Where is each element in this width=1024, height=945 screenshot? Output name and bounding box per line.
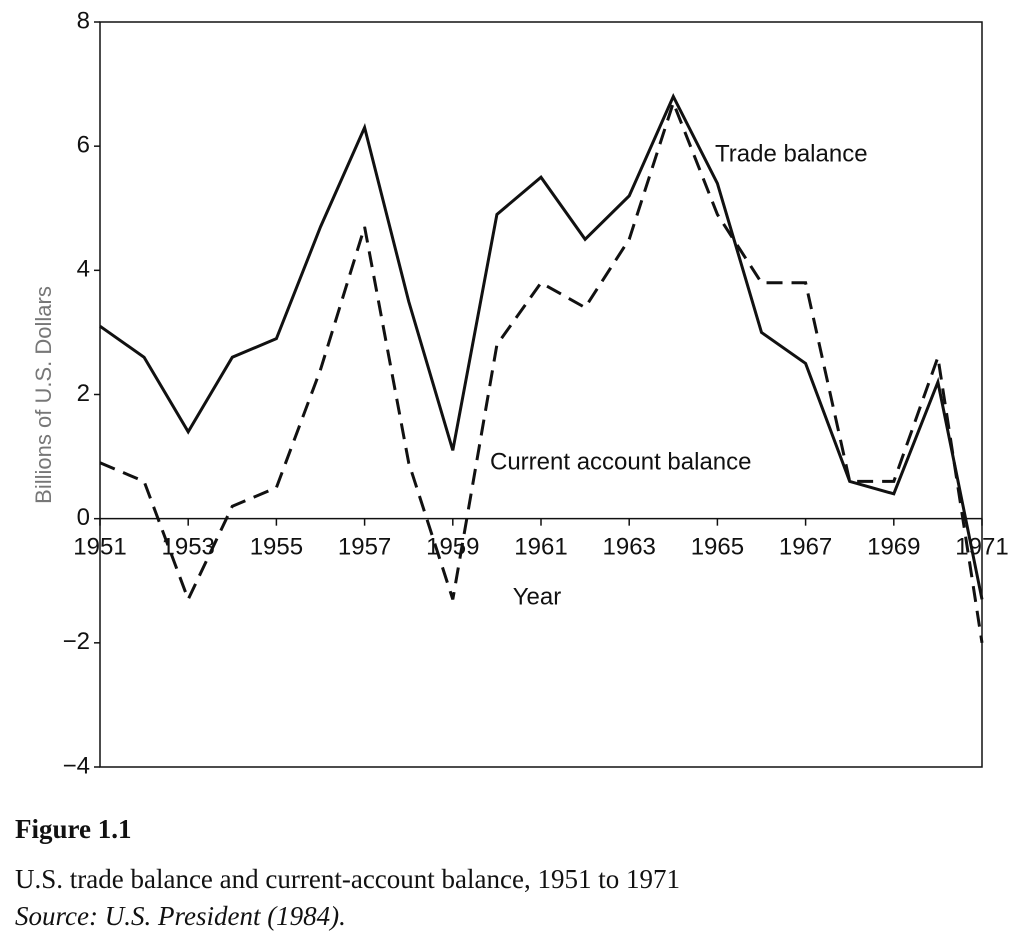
series-line <box>99 98 984 644</box>
x-tick-label: 1951 <box>73 534 126 561</box>
y-tick-label: 2 <box>77 380 90 407</box>
figure-number: Figure 1.1 <box>15 814 132 844</box>
x-tick-label: 1959 <box>426 534 479 561</box>
x-tick-label: 1953 <box>162 534 215 561</box>
x-tick-label: 1967 <box>779 534 832 561</box>
x-tick-label: 1957 <box>338 534 391 561</box>
y-tick-label: 4 <box>77 256 90 283</box>
series-line <box>99 93 984 600</box>
y-tick-label: 8 <box>77 7 90 34</box>
plot-frame <box>99 21 983 768</box>
y-tick-label: −4 <box>63 752 90 779</box>
y-axis-label: Billions of U.S. Dollars <box>31 286 56 504</box>
series-label: Current account balance <box>490 448 752 475</box>
x-axis-label: Year <box>513 583 562 610</box>
x-tick-label: 1971 <box>955 534 1008 561</box>
y-tick-label: 6 <box>77 132 90 159</box>
y-tick-label: 0 <box>77 504 90 531</box>
x-tick-label: 1965 <box>691 534 744 561</box>
x-tick-label: 1955 <box>250 534 303 561</box>
source: Source: U.S. President (1984). <box>15 901 346 931</box>
x-tick-label: 1969 <box>867 534 920 561</box>
y-tick-label: −2 <box>63 628 90 655</box>
x-tick-label: 1963 <box>603 534 656 561</box>
series-label: Trade balance <box>715 140 868 167</box>
x-tick-label: 1961 <box>514 534 567 561</box>
caption: U.S. trade balance and current-account b… <box>15 864 680 894</box>
